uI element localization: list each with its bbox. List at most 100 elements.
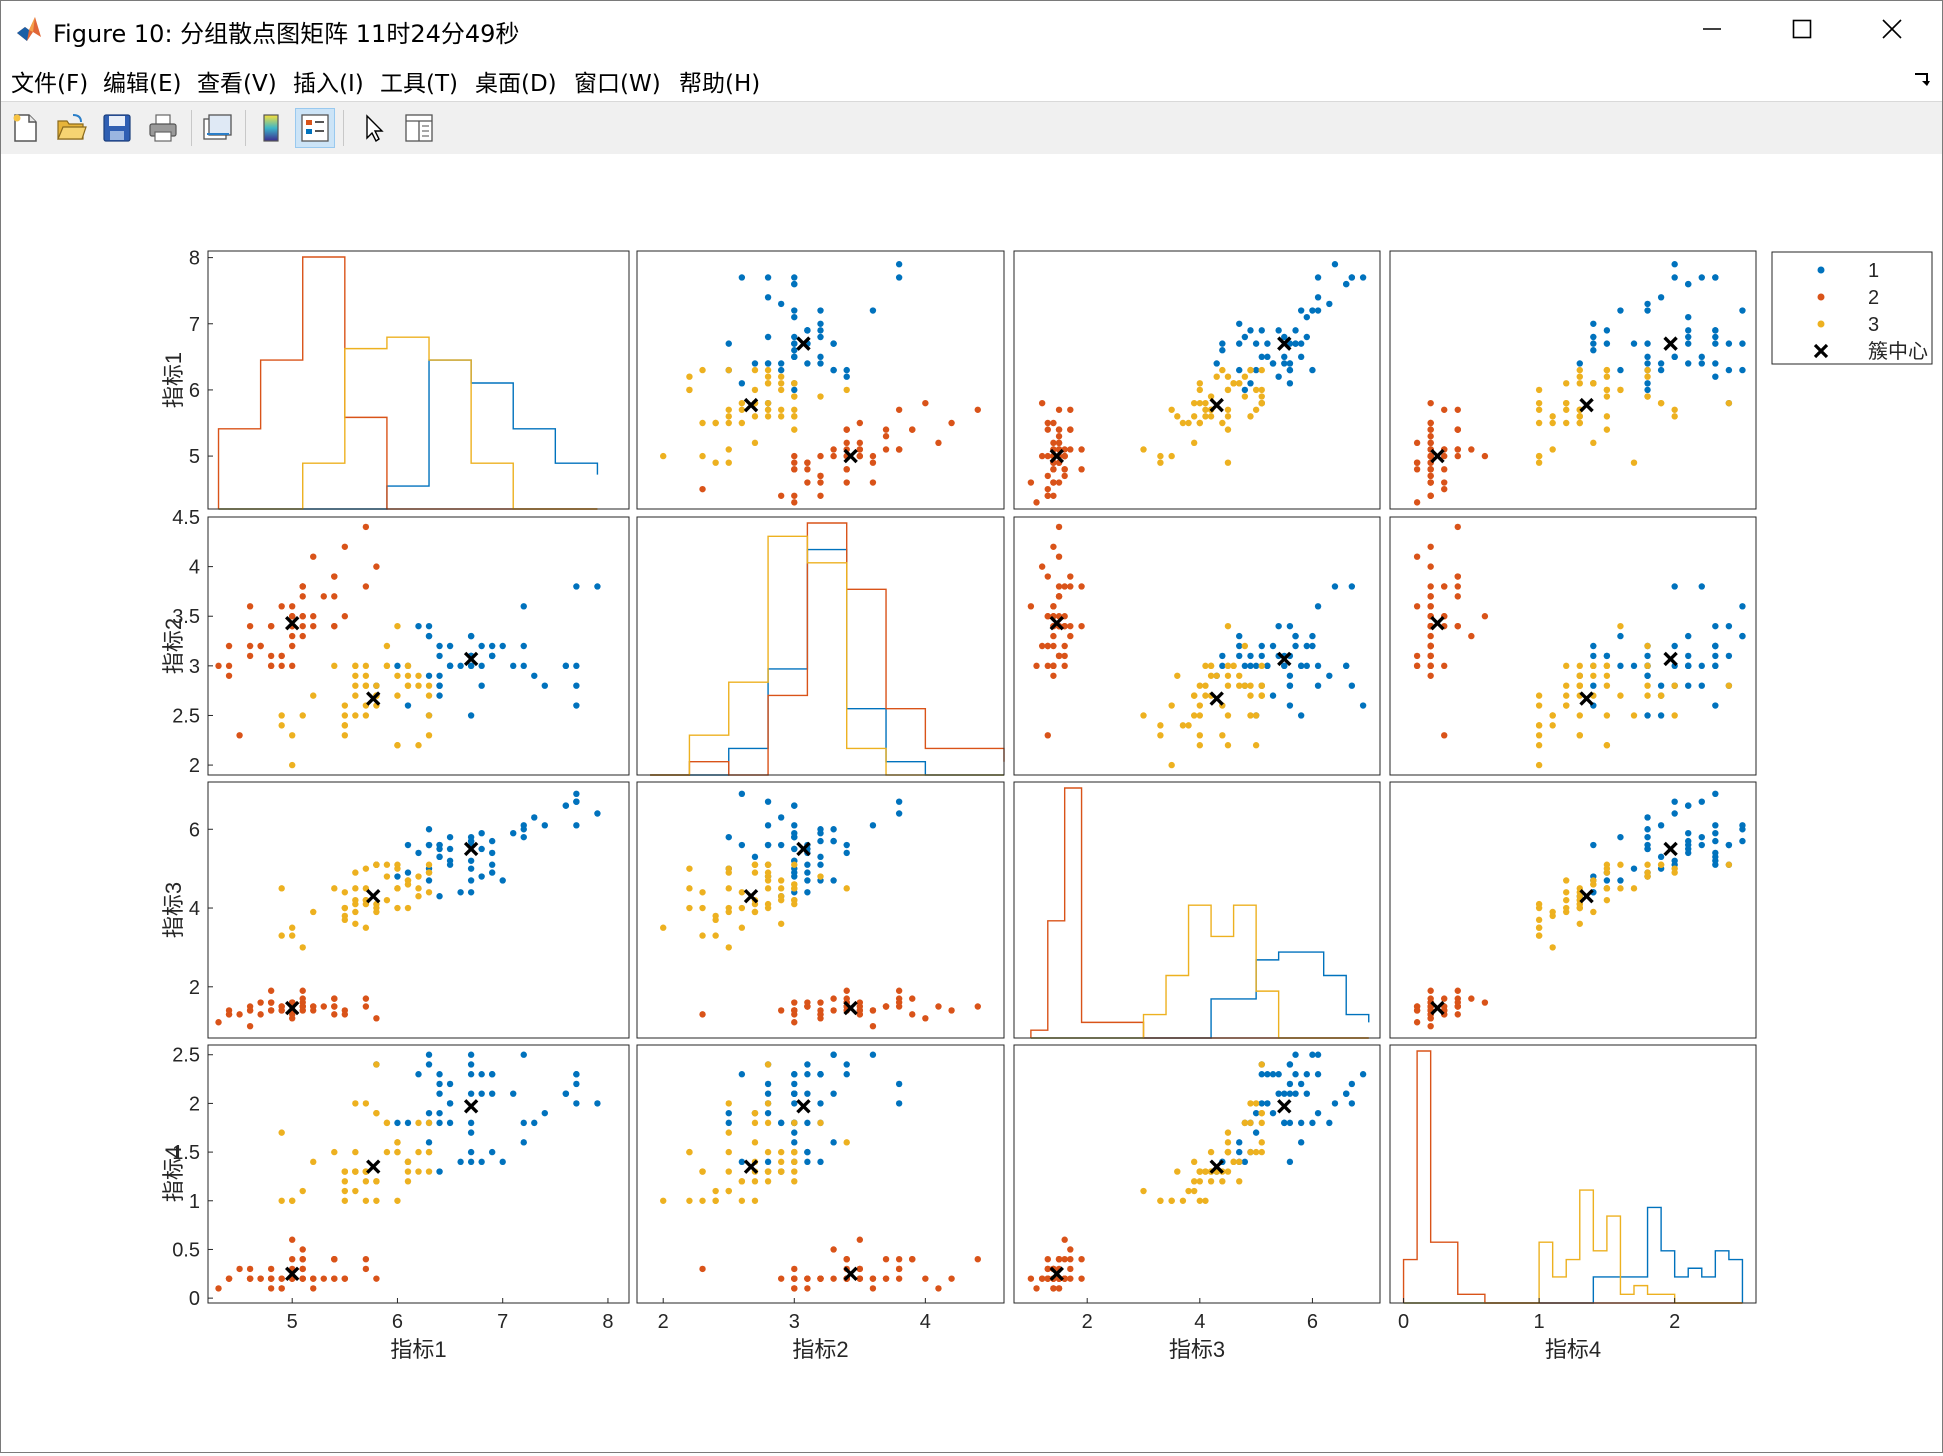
data-point-group-2: [1427, 632, 1434, 640]
legend[interactable]: 1 2 3 簇中心: [1771, 251, 1933, 365]
data-point-group-2: [856, 419, 864, 427]
data-point-group-2: [267, 1275, 275, 1282]
subplot-r1-c4[interactable]: [1389, 250, 1757, 510]
data-point-group-3: [764, 366, 772, 374]
subplot-r4-c3[interactable]: 2 4 6 指标3: [1013, 1044, 1381, 1362]
minimize-button[interactable]: [1672, 1, 1752, 57]
data-point-group-3: [1258, 1139, 1265, 1146]
subplot-r4-c2[interactable]: 2 3 4 指标2: [636, 1044, 1005, 1362]
subplot-r2-c1[interactable]: 2 2.5 3 3.5 4 4.5 指标2: [161, 507, 630, 777]
subplot-r3-c3[interactable]: [1013, 781, 1381, 1039]
data-point-group-1: [1725, 622, 1733, 630]
data-point-group-1: [1236, 652, 1243, 660]
y-tick-label: 1: [189, 1191, 200, 1213]
data-point-group-3: [1563, 406, 1570, 413]
data-point-group-3: [278, 1197, 285, 1204]
data-point-group-3: [1671, 682, 1678, 689]
data-point-group-1: [425, 826, 433, 833]
subplot-r2-c2[interactable]: [636, 516, 1005, 776]
data-point-group-3: [738, 419, 746, 427]
data-point-group-1: [1590, 333, 1597, 341]
subplot-r3-c1[interactable]: 2 4 6 指标3: [161, 781, 630, 1039]
subplot-r2-c4[interactable]: [1389, 516, 1757, 776]
data-point-group-3: [1224, 1148, 1232, 1156]
new-figure-button[interactable]: [5, 108, 45, 148]
subplot-r3-c2[interactable]: [636, 781, 1005, 1039]
menu-help[interactable]: 帮助(H): [679, 71, 761, 97]
menu-edit[interactable]: 编辑(E): [103, 71, 182, 97]
data-point-group-2: [289, 632, 296, 640]
centroid-marker: [1209, 397, 1224, 413]
data-point-group-1: [1725, 652, 1733, 660]
data-point-group-1: [457, 662, 464, 670]
menu-tools[interactable]: 工具(T): [380, 71, 458, 97]
expand-arrow-icon[interactable]: [1912, 69, 1932, 89]
data-point-group-2: [1441, 583, 1448, 590]
scatter-matrix-plot[interactable]: 5 6 7 8 指标1 2 2.5 3 3.5 4 4.5 指标2 2 4 6 指标3 0 0.5 1 1.5 2 2.5…: [1, 154, 1942, 1452]
data-point-group-2: [1033, 1285, 1040, 1292]
data-point-group-3: [1202, 413, 1209, 420]
data-point-group-2: [699, 1265, 706, 1273]
menu-window[interactable]: 窗口(W): [574, 71, 661, 97]
data-point-group-3: [1603, 672, 1611, 679]
save-button[interactable]: [97, 108, 137, 148]
data-point-group-3: [1617, 386, 1624, 394]
data-point-group-2: [331, 995, 338, 1002]
menu-insert[interactable]: 插入(I): [293, 71, 364, 97]
data-point-group-1: [1685, 802, 1692, 809]
data-point-group-1: [843, 1061, 850, 1068]
subplot-r4-c1[interactable]: 0 0.5 1 1.5 2 2.5 指标4 5 6 7 8 指标1: [161, 1044, 630, 1362]
data-point-group-1: [1348, 682, 1356, 689]
data-point-group-1: [510, 662, 517, 670]
subplot-r4-c4[interactable]: 0 1 2 指标4: [1389, 1044, 1757, 1362]
subplot-r3-c4[interactable]: [1389, 781, 1757, 1039]
data-point-group-3: [1617, 885, 1624, 892]
data-point-group-1: [1739, 603, 1746, 610]
data-point-group-2: [1038, 452, 1046, 460]
insert-colorbar-button[interactable]: [251, 108, 291, 148]
data-point-group-1: [895, 1100, 903, 1107]
menu-desktop[interactable]: 桌面(D): [475, 71, 557, 97]
data-point-group-2: [817, 472, 824, 480]
print-button[interactable]: [143, 108, 183, 148]
maximize-button[interactable]: [1762, 1, 1842, 57]
data-point-group-2: [856, 1275, 864, 1282]
insert-legend-button[interactable]: [295, 108, 335, 148]
menu-view[interactable]: 查看(V): [197, 71, 277, 97]
open-file-button[interactable]: [51, 108, 91, 148]
data-point-group-3: [1174, 672, 1181, 679]
subplot-r1-c3[interactable]: [1013, 250, 1381, 510]
centroid-marker: [1277, 336, 1292, 351]
close-button[interactable]: [1852, 1, 1932, 57]
centroid-marker: [1430, 615, 1445, 631]
data-point-group-3: [383, 873, 391, 880]
data-point-group-3: [394, 865, 401, 872]
data-point-group-3: [1603, 373, 1611, 380]
data-point-group-3: [764, 1168, 772, 1175]
data-point-group-1: [594, 810, 601, 817]
data-point-group-2: [1044, 1265, 1051, 1273]
subplot-r1-c1[interactable]: 5 6 7 8 指标1: [161, 248, 630, 510]
data-point-group-2: [895, 1255, 903, 1263]
property-editor-button[interactable]: [399, 108, 439, 148]
axes-box: [207, 781, 630, 1039]
data-point-group-1: [1685, 849, 1692, 857]
data-point-group-2: [278, 603, 285, 610]
data-point-group-1: [791, 313, 798, 321]
data-point-group-1: [1213, 360, 1220, 367]
subplot-r2-c3[interactable]: [1013, 516, 1381, 776]
menu-file[interactable]: 文件(F): [11, 71, 89, 97]
data-point-group-3: [738, 924, 746, 931]
data-point-group-1: [804, 861, 811, 868]
legend-marker-3: [1817, 320, 1825, 328]
data-point-group-3: [1196, 419, 1204, 427]
link-plot-button[interactable]: [197, 108, 237, 148]
data-point-group-1: [1309, 1051, 1316, 1058]
edit-plot-button[interactable]: [353, 108, 393, 148]
data-point-group-2: [804, 479, 811, 486]
data-point-group-3: [1657, 399, 1665, 407]
data-point-group-2: [882, 1255, 890, 1263]
data-point-group-2: [856, 1011, 864, 1018]
subplot-r1-c2[interactable]: [636, 250, 1005, 510]
data-point-group-1: [791, 1139, 798, 1146]
